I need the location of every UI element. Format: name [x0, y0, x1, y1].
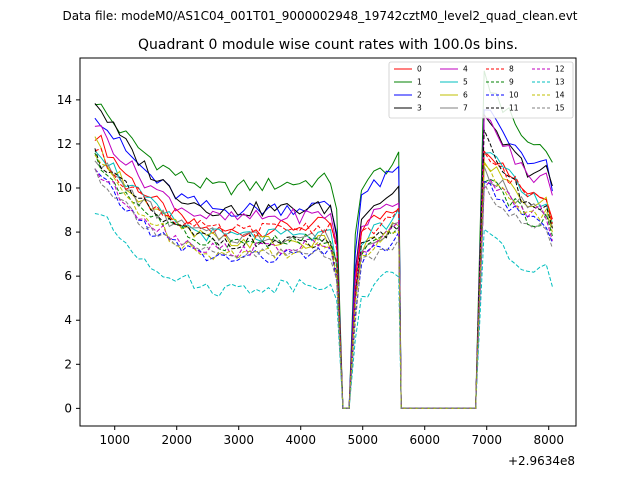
y-tick-label: 6	[64, 269, 72, 283]
series-line-14	[94, 154, 553, 409]
x-offset-label: +2.9634e8	[508, 454, 575, 468]
legend-label-5: 5	[463, 78, 468, 87]
x-tick-label: 6000	[409, 433, 440, 447]
legend-label-2: 2	[417, 91, 422, 100]
axes-layer: 1000 2000 3000 4000 5000 6000 7000 800002468101…	[57, 57, 577, 447]
series-layer	[94, 70, 553, 409]
legend-label-10: 10	[509, 91, 519, 100]
x-tick-label: 1000	[99, 433, 130, 447]
legend-label-13: 13	[555, 78, 565, 87]
x-tick-label: 7000	[471, 433, 502, 447]
legend-label-0: 0	[417, 65, 422, 74]
legend-label-8: 8	[509, 65, 514, 74]
legend-box	[388, 61, 574, 119]
y-tick-label: 14	[57, 93, 72, 107]
x-tick-label: 2000	[161, 433, 192, 447]
y-tick-label: 8	[64, 225, 72, 239]
legend-label-1: 1	[417, 78, 422, 87]
legend-label-7: 7	[463, 104, 468, 113]
x-tick-label: 5000	[347, 433, 378, 447]
legend-label-15: 15	[555, 104, 565, 113]
x-tick-label: 8000	[533, 433, 564, 447]
legend-label-9: 9	[509, 78, 514, 87]
legend-label-6: 6	[463, 91, 468, 100]
series-line-11	[94, 129, 553, 409]
y-tick-label: 10	[57, 181, 72, 195]
series-line-9	[94, 152, 553, 409]
x-tick-label: 4000	[285, 433, 316, 447]
y-tick-label: 2	[64, 357, 72, 371]
legend-label-14: 14	[555, 91, 565, 100]
legend-label-11: 11	[509, 104, 519, 113]
legend-label-12: 12	[555, 65, 565, 74]
legend-label-3: 3	[417, 104, 422, 113]
y-tick-label: 12	[57, 137, 72, 151]
x-tick-label: 3000	[223, 433, 254, 447]
series-line-15	[94, 168, 553, 409]
chart-title: Quadrant 0 module wise count rates with …	[138, 37, 518, 53]
legend-label-4: 4	[463, 65, 468, 74]
plot-frame	[79, 57, 577, 427]
figure-suptitle: Data file: modeM0/AS1C04_001T01_90000029…	[62, 9, 577, 23]
y-tick-label: 4	[64, 313, 72, 327]
y-tick-label: 0	[64, 401, 72, 415]
